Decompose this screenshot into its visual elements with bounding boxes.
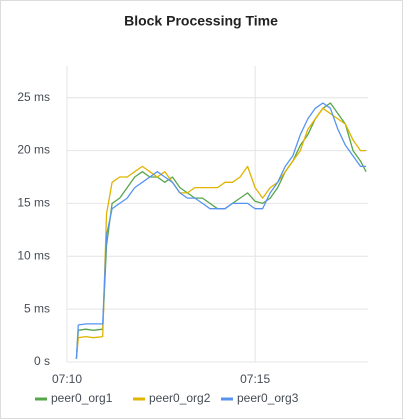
legend-label: peer0_org2	[149, 391, 211, 405]
x-tick-label: 07:10	[52, 372, 82, 386]
y-tick-label: 20 ms	[17, 143, 50, 157]
y-tick-label: 15 ms	[17, 196, 50, 210]
series-line	[75, 107, 367, 359]
legend-label: peer0_org1	[51, 391, 113, 405]
legend-label: peer0_org3	[237, 391, 299, 405]
y-tick-label: 5 ms	[24, 301, 50, 315]
x-tick-label: 07:15	[240, 372, 270, 386]
y-tick-label: 0 s	[34, 354, 50, 368]
y-tick-label: 25 ms	[17, 90, 50, 104]
chart-title: Block Processing Time	[124, 13, 278, 29]
series-line	[75, 102, 367, 359]
y-tick-label: 10 ms	[17, 248, 50, 262]
